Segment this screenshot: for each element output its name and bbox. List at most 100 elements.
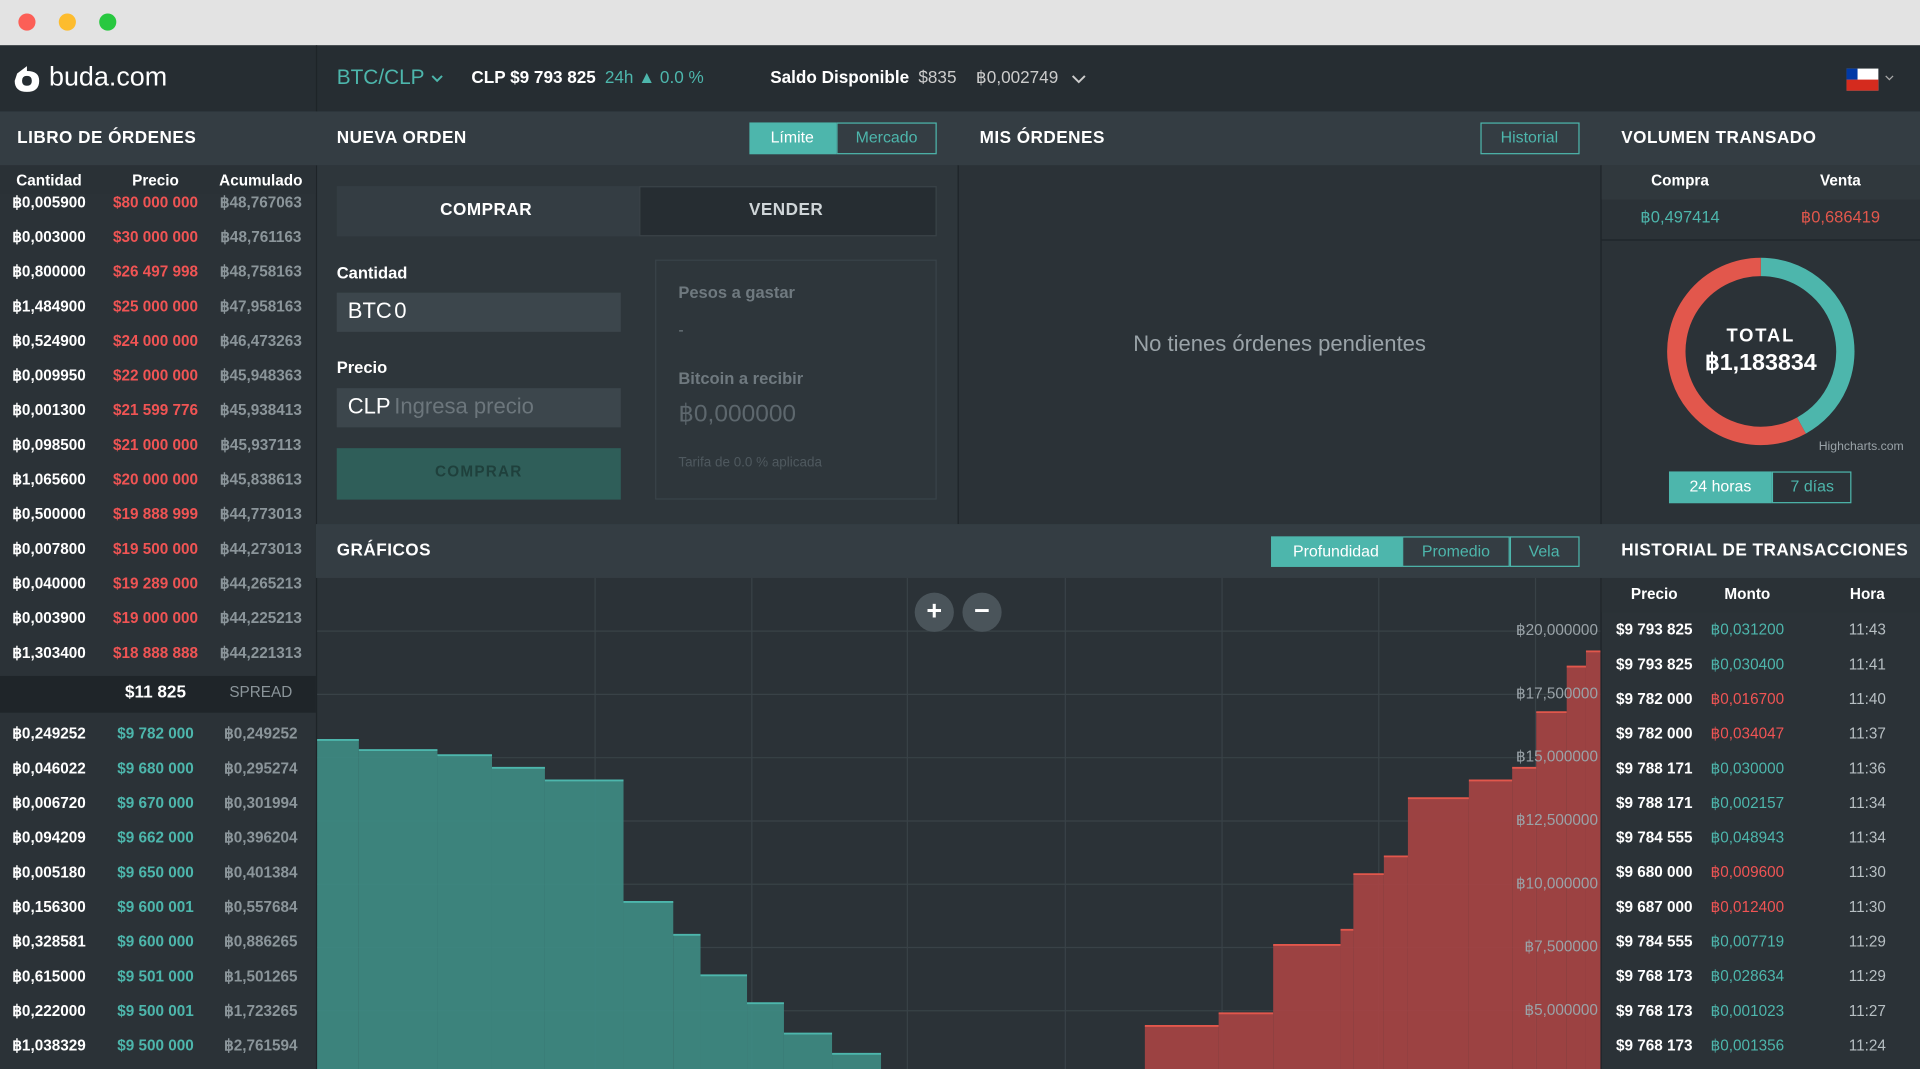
view-average[interactable] (1402, 536, 1510, 567)
period-label[interactable]: 7 días (1791, 479, 1834, 496)
view-depth[interactable] (1271, 536, 1403, 567)
price-input[interactable] (336, 388, 621, 428)
bid-cell: ฿0,295274 (224, 760, 298, 777)
close-button[interactable] (18, 13, 36, 31)
balance-chevron[interactable] (1071, 75, 1086, 84)
summary-value: - (678, 322, 683, 339)
trade-cell: $9 788 171 (1616, 760, 1693, 777)
submit-button[interactable] (336, 448, 621, 500)
ask-cell: ฿47,958163 (220, 298, 302, 315)
limit-toggle[interactable] (749, 122, 837, 155)
trade-cell: ฿0,031200 (1711, 622, 1785, 639)
trade-cell: 11:37 (1849, 726, 1886, 743)
history-button[interactable] (1480, 122, 1580, 155)
column-header: Acumulado (219, 172, 302, 189)
trade-cell: $9 793 825 (1616, 656, 1693, 673)
ask-cell: $24 000 000 (113, 333, 198, 350)
bid-cell: ฿0,396204 (224, 830, 298, 847)
bid-cell: ฿0,615000 (12, 968, 86, 985)
buy-tab[interactable] (336, 186, 640, 237)
ask-cell: $22 000 000 (113, 368, 198, 385)
flag[interactable] (1846, 68, 1879, 91)
tab-label[interactable]: COMPRAR (440, 199, 532, 219)
balance-btc: ฿0,002749 (976, 67, 1058, 87)
y-tick-label: ฿7,500000 (1524, 939, 1598, 956)
depth-step (1536, 712, 1567, 1069)
trade-cell: ฿0,030000 (1711, 760, 1785, 777)
depth-step (673, 934, 701, 1069)
ask-cell: ฿0,800000 (12, 264, 86, 281)
trade-cell: 11:43 (1849, 622, 1886, 639)
flag-chevron[interactable] (1885, 75, 1894, 81)
view-button[interactable]: Vela (1529, 543, 1560, 560)
ask-cell: $21 599 776 (113, 402, 198, 419)
period-7d[interactable] (1771, 471, 1852, 504)
zoom-in-button[interactable] (914, 592, 954, 632)
ask-cell: ฿48,761163 (220, 229, 301, 246)
section-title: LIBRO DE ÓRDENES (17, 127, 196, 147)
donut-total: ฿1,183834 (1705, 349, 1817, 375)
bid-cell: ฿0,006720 (12, 795, 86, 812)
chart-credit: Highcharts.com (1819, 439, 1904, 453)
brand: buda.com (49, 61, 167, 91)
zoom-button[interactable] (99, 13, 117, 31)
submit-label[interactable]: COMPRAR (435, 464, 523, 481)
bid-cell: ฿1,723265 (224, 1003, 298, 1020)
depth-step (437, 755, 492, 1069)
view-candle[interactable] (1509, 536, 1580, 567)
depth-step (1468, 780, 1513, 1069)
flag-blue (1846, 68, 1858, 80)
summary-value: ฿0,000000 (678, 401, 796, 428)
trade-cell: ฿0,034047 (1711, 726, 1785, 743)
logo[interactable] (14, 66, 40, 92)
period-24h[interactable] (1668, 471, 1772, 504)
balance-label: Saldo Disponible (770, 67, 909, 87)
ask-cell: $19 888 999 (113, 506, 198, 523)
amount-input[interactable] (336, 292, 621, 332)
view-button[interactable]: Promedio (1422, 543, 1490, 560)
bid-cell: ฿0,005180 (12, 864, 86, 881)
view-button[interactable]: Profundidad (1293, 543, 1379, 560)
input-unit: BTC (348, 298, 392, 323)
balance-clp: $835 (918, 67, 956, 87)
trade-cell: 11:36 (1849, 760, 1886, 777)
market-toggle[interactable] (836, 122, 937, 155)
bid-cell: ฿0,156300 (12, 899, 86, 916)
flag-red (1846, 79, 1879, 91)
section-title: MIS ÓRDENES (980, 127, 1105, 147)
volume-value: ฿0,497414 (1640, 207, 1719, 226)
minimize-button[interactable] (58, 13, 76, 31)
bid-cell: ฿1,038329 (12, 1038, 86, 1055)
ask-cell: $30 000 000 (113, 229, 198, 246)
zoom-in-label[interactable]: + (926, 595, 942, 625)
bid-cell: ฿2,761594 (224, 1038, 298, 1055)
mode-button[interactable]: Mercado (856, 130, 918, 147)
depth-step (1144, 1025, 1219, 1069)
trade-column-header (1601, 577, 1920, 613)
sell-tab[interactable] (639, 186, 937, 237)
bid-cell: ฿0,557684 (224, 899, 298, 916)
trade-cell: 11:41 (1849, 656, 1886, 673)
ask-cell: ฿0,003000 (12, 229, 86, 246)
section-title: VOLUMEN TRANSADO (1621, 127, 1816, 147)
history-button-label[interactable]: Historial (1501, 130, 1558, 147)
market-chevron[interactable] (431, 75, 443, 83)
depth-step (1383, 856, 1408, 1069)
summary-label: Bitcoin a recibir (678, 369, 803, 388)
depth-step (700, 975, 748, 1069)
trade-cell: $9 768 173 (1616, 1038, 1693, 1055)
depth-step (491, 767, 545, 1069)
tab-label[interactable]: VENDER (749, 199, 823, 219)
period-label[interactable]: 24 horas (1689, 479, 1751, 496)
ask-cell: ฿1,065600 (12, 472, 86, 489)
zoom-out-button[interactable] (962, 592, 1002, 632)
market-selector[interactable]: BTC/CLP (337, 66, 425, 89)
zoom-out-label[interactable]: − (974, 595, 990, 625)
depth-step (1353, 874, 1384, 1069)
mode-button[interactable]: Límite (771, 130, 814, 147)
bid-cell: ฿1,501265 (224, 968, 298, 985)
input-unit: CLP (348, 394, 391, 419)
section-title: GRÁFICOS (337, 540, 431, 560)
